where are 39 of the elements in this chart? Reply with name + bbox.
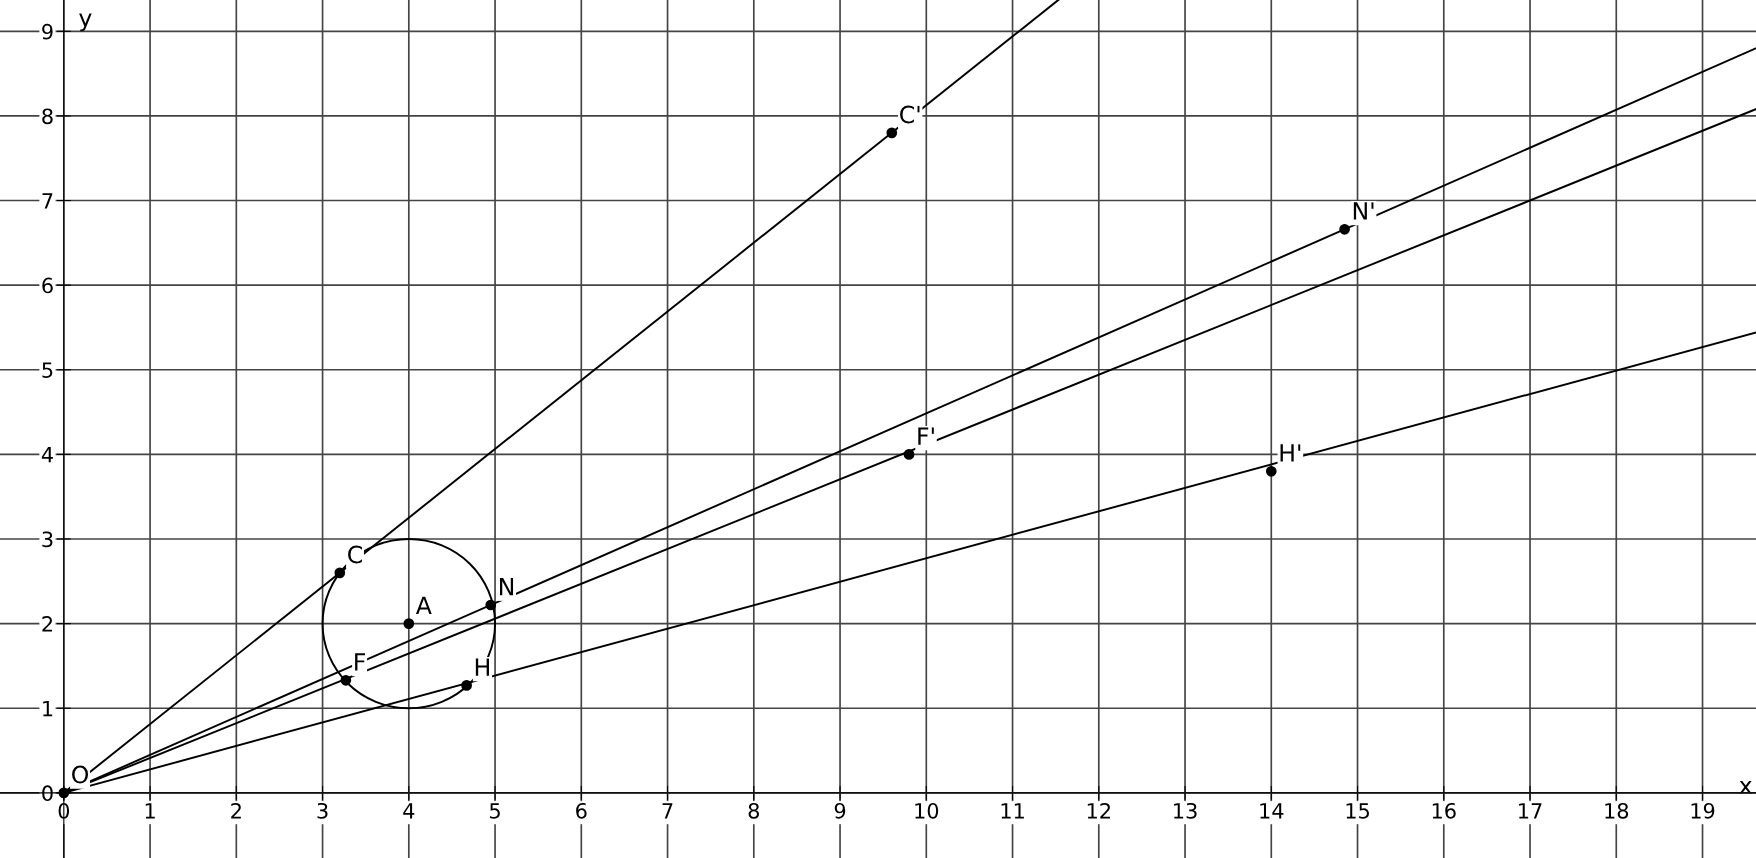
y-axis-title: y [79,13,92,32]
x-tick-label: 6 [576,802,587,819]
annotation: F' [918,427,934,445]
x-tick-label: 9 [834,802,846,819]
x-tick-label: 19 [1691,802,1715,819]
x-tick-label: 3 [317,802,328,819]
annotation: A [415,596,432,614]
y-tick-label: 5 [42,362,53,378]
annotation: C [348,545,362,564]
y-tick-label: 8 [42,108,53,125]
x-tick-label: 18 [1605,802,1629,819]
y-tick-label: 1 [43,700,53,717]
annotation: N' [1353,202,1374,220]
x-tick-label: 4 [403,803,415,819]
annotation: H [475,658,489,676]
x-tick-label: 16 [1432,802,1456,819]
y-tick-label: 2 [42,616,53,632]
y-tick-label: 9 [42,23,53,40]
annotation: H' [1280,444,1301,462]
x-tick-label: 1 [145,803,155,819]
x-tick-label: 7 [662,803,673,819]
x-tick-label: 10 [915,802,939,819]
x-tick-label: 17 [1519,803,1542,819]
x-tick-label: 13 [1174,802,1197,819]
y-tick-label: 3 [42,531,53,548]
annotation: O [72,765,89,784]
x-tick-label: 14 [1260,803,1284,819]
annotation: C' [900,105,920,124]
x-tick-label: 2 [231,802,241,819]
x-tick-label: 8 [748,802,760,819]
y-tick-label: 6 [42,277,53,294]
annotation: F [355,653,365,671]
x-tick-label: 5 [490,803,500,819]
annotation: N [500,578,514,596]
y-tick-label: 7 [42,193,53,209]
x-tick-label: 15 [1346,803,1369,819]
x-tick-label: 12 [1087,802,1110,819]
y-tick-label: 4 [41,447,53,463]
x-tick-label: 11 [1001,803,1024,819]
